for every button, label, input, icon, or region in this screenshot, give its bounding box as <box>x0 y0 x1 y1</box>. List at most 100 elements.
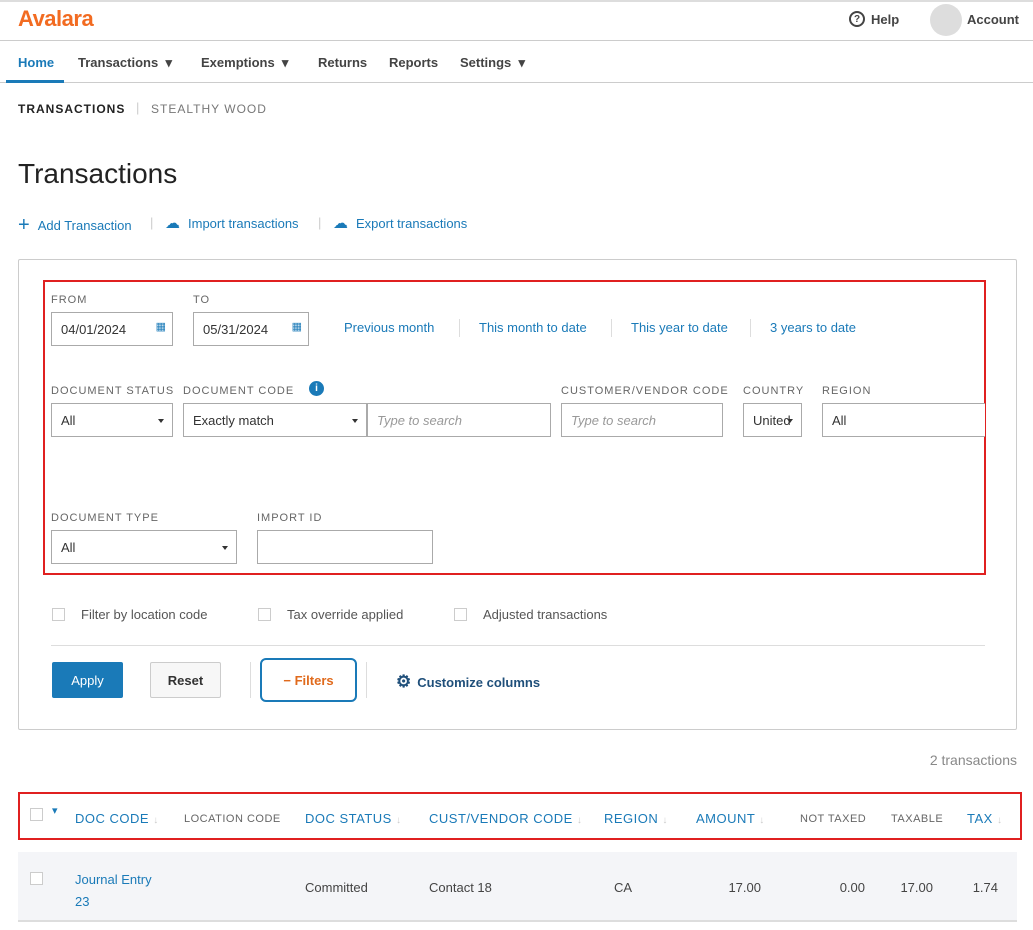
country-value: United <box>753 412 791 428</box>
import-id-label: IMPORT ID <box>257 512 323 524</box>
divider <box>611 319 612 337</box>
divider: | <box>318 215 322 230</box>
table-row <box>18 852 1017 922</box>
from-label: FROM <box>51 294 88 306</box>
cloud-download-icon: ☁ <box>333 215 348 232</box>
country-select[interactable]: United <box>743 403 802 437</box>
adjusted-checkbox[interactable] <box>454 608 467 621</box>
sort-icon: ↓ <box>576 815 583 826</box>
divider <box>750 319 751 337</box>
help-icon: ? <box>849 11 865 27</box>
row-checkbox[interactable] <box>30 872 43 885</box>
select-all-checkbox[interactable] <box>30 808 43 821</box>
cell-taxable: 17.00 <box>900 880 933 895</box>
tax-override-checkbox[interactable] <box>258 608 271 621</box>
cust-vendor-label: CUSTOMER/VENDOR CODE <box>561 385 729 397</box>
filters-toggle-button[interactable]: − Filters <box>260 658 357 702</box>
filter-panel <box>18 259 1017 730</box>
caret-down-icon <box>787 419 793 423</box>
expand-chevron-icon[interactable]: ▾ <box>52 805 58 817</box>
nav-returns[interactable]: Returns <box>318 55 368 70</box>
doc-status-select[interactable]: All <box>51 403 173 437</box>
doc-status-value: All <box>61 412 76 428</box>
cell-cust-vendor: Contact 18 <box>429 880 492 895</box>
tax-override-label: Tax override applied <box>287 607 404 622</box>
from-date-value: 04/01/2024 <box>61 321 127 337</box>
col-label: TAX <box>967 811 993 826</box>
table-header-highlight <box>18 792 1022 840</box>
quick-previous-month[interactable]: Previous month <box>344 320 435 335</box>
apply-button[interactable]: Apply <box>52 662 123 698</box>
adjusted-label: Adjusted transactions <box>483 607 608 622</box>
export-transactions-link[interactable]: ☁ Export transactions <box>333 214 467 232</box>
col-cust-vendor[interactable]: CUST/VENDOR CODE ↓ <box>429 811 582 826</box>
col-location-code: LOCATION CODE <box>184 813 281 825</box>
col-not-taxed: NOT TAXED <box>800 813 867 825</box>
filter-location-checkbox[interactable] <box>52 608 65 621</box>
to-date-input[interactable]: 05/31/2024 ▦ <box>193 312 309 346</box>
customize-columns-button[interactable]: ⚙ Customize columns <box>396 672 540 692</box>
import-transactions-link[interactable]: ☁ Import transactions <box>165 214 299 232</box>
doc-type-value: All <box>61 539 76 555</box>
help-button[interactable]: ? Help <box>849 11 899 27</box>
nav-label: Transactions <box>78 55 159 70</box>
col-tax[interactable]: TAX ↓ <box>967 811 1002 826</box>
doc-code-line: 23 <box>75 894 90 909</box>
nav-transactions[interactable]: Transactions ▾ <box>78 55 172 71</box>
cloud-upload-icon: ☁ <box>165 215 180 232</box>
caret-down-icon: ▾ <box>161 55 172 70</box>
quick-this-year[interactable]: This year to date <box>631 320 728 335</box>
avatar[interactable] <box>930 4 962 36</box>
nav-settings[interactable]: Settings ▾ <box>460 55 525 71</box>
add-transaction-label: Add Transaction <box>37 218 132 233</box>
sort-icon: ↓ <box>759 815 765 826</box>
cell-amount: 17.00 <box>728 880 761 895</box>
quick-3-years[interactable]: 3 years to date <box>770 320 856 335</box>
avalara-logo[interactable]: Avalara <box>18 6 94 31</box>
nav-home[interactable]: Home <box>18 55 55 70</box>
caret-down-icon: ▾ <box>514 55 526 70</box>
sort-icon: ↓ <box>662 815 668 826</box>
col-amount[interactable]: AMOUNT ↓ <box>696 811 765 826</box>
placeholder: Type to search <box>377 412 463 428</box>
col-taxable: TAXABLE <box>891 813 944 825</box>
divider <box>459 319 460 337</box>
nav-exemptions[interactable]: Exemptions ▾ <box>201 55 288 71</box>
reset-button[interactable]: Reset <box>150 662 221 698</box>
nav-reports[interactable]: Reports <box>389 55 439 70</box>
col-label: REGION <box>604 811 659 826</box>
account-button[interactable]: Account <box>967 12 1019 27</box>
quick-this-month[interactable]: This month to date <box>479 320 587 335</box>
gear-icon: ⚙ <box>396 672 412 691</box>
col-doc-status[interactable]: DOC STATUS ↓ <box>305 811 401 826</box>
doc-code-match-value: Exactly match <box>193 412 274 428</box>
sort-icon: ↓ <box>996 815 1003 826</box>
divider: | <box>150 215 154 230</box>
nav-label: Exemptions <box>201 55 275 70</box>
doc-type-select[interactable]: All <box>51 530 237 564</box>
caret-down-icon <box>352 419 358 423</box>
cell-status: Committed <box>305 880 368 895</box>
col-region[interactable]: REGION ↓ <box>604 811 668 826</box>
sort-icon: ↓ <box>395 815 402 826</box>
main-nav: Home Transactions ▾ Exemptions ▾ Returns… <box>0 41 1033 83</box>
breadcrumb-section[interactable]: TRANSACTIONS <box>18 102 126 116</box>
calendar-icon[interactable]: ▦ <box>291 321 302 333</box>
add-transaction-link[interactable]: + Add Transaction <box>18 214 132 237</box>
doc-code-match-select[interactable]: Exactly match <box>183 403 367 437</box>
col-doc-code[interactable]: DOC CODE ↓ <box>75 811 159 826</box>
cust-vendor-input[interactable]: Type to search <box>561 403 723 437</box>
calendar-icon[interactable]: ▦ <box>155 321 166 333</box>
doc-code-search-input[interactable]: Type to search <box>367 403 551 437</box>
info-icon[interactable]: i <box>309 381 324 396</box>
region-label: REGION <box>822 385 872 397</box>
import-id-input[interactable] <box>257 530 433 564</box>
placeholder: Type to search <box>571 412 657 428</box>
caret-down-icon: ▾ <box>278 55 289 70</box>
active-tab-underline <box>6 80 64 83</box>
from-date-input[interactable]: 04/01/2024 ▦ <box>51 312 173 346</box>
region-select[interactable]: All <box>822 403 985 437</box>
doc-code-link[interactable]: Journal Entry 23 <box>75 869 152 913</box>
help-label: Help <box>871 11 900 27</box>
cell-not-taxed: 0.00 <box>839 880 865 895</box>
